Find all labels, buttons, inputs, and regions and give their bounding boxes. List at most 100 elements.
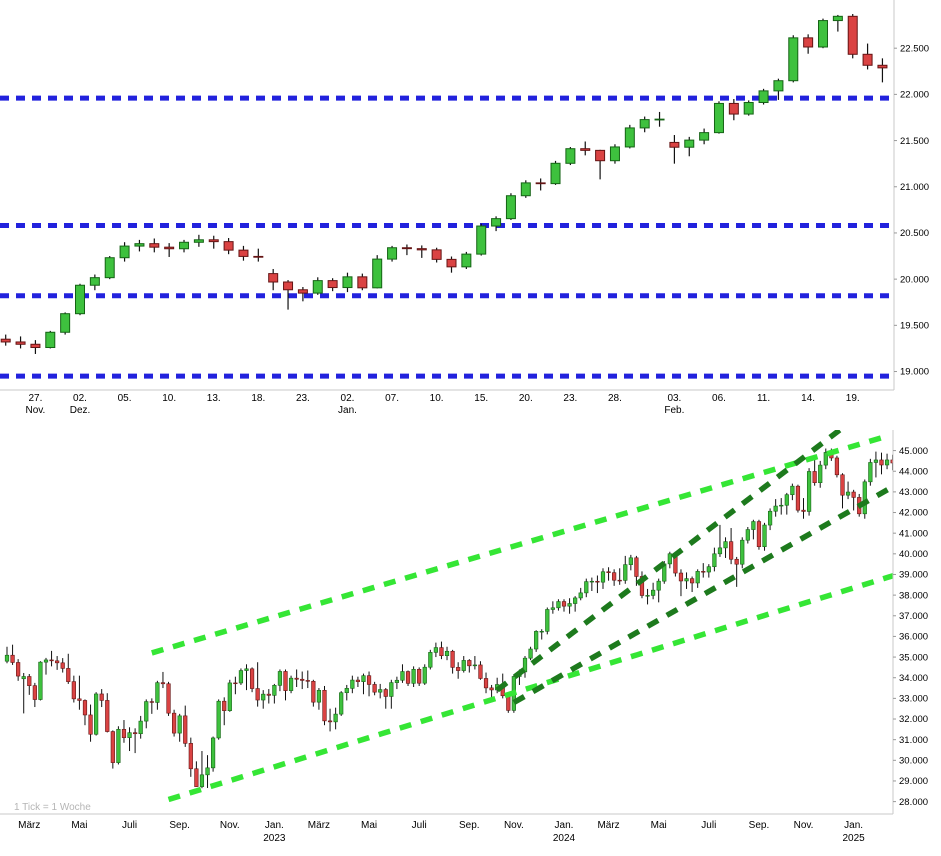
y-axis-label: 44.000 bbox=[899, 466, 928, 477]
candle bbox=[584, 578, 589, 598]
candle bbox=[879, 452, 884, 475]
candle bbox=[104, 256, 115, 280]
candle bbox=[656, 578, 661, 603]
candle bbox=[238, 245, 249, 261]
candle bbox=[372, 255, 383, 289]
candle bbox=[394, 676, 400, 690]
candle bbox=[723, 537, 728, 558]
x-axis-label: 10. bbox=[162, 393, 176, 404]
candle bbox=[199, 751, 205, 789]
candle bbox=[383, 688, 388, 709]
candle bbox=[431, 247, 442, 263]
candle bbox=[461, 251, 472, 269]
candle bbox=[823, 448, 828, 470]
x-axis-label: Jan. bbox=[265, 820, 284, 831]
candle bbox=[612, 569, 617, 586]
candle bbox=[166, 681, 171, 716]
candle bbox=[628, 554, 633, 571]
candle bbox=[773, 499, 778, 517]
candle bbox=[216, 699, 221, 740]
x-axis-label: 27. bbox=[28, 393, 42, 404]
candle bbox=[119, 242, 130, 262]
candle bbox=[155, 680, 160, 710]
y-axis-label: 29.000 bbox=[899, 776, 928, 787]
candle bbox=[478, 661, 483, 680]
x-axis-period-label: 2024 bbox=[553, 833, 576, 844]
candle bbox=[366, 671, 372, 697]
candle bbox=[297, 286, 308, 302]
candle bbox=[94, 692, 99, 736]
candle bbox=[561, 599, 567, 612]
candle bbox=[684, 572, 689, 589]
candle bbox=[699, 128, 710, 145]
candle bbox=[784, 492, 789, 515]
candle bbox=[194, 761, 199, 787]
candle bbox=[400, 664, 405, 683]
x-axis-label: 10. bbox=[430, 393, 444, 404]
x-axis-label: Jan. bbox=[555, 820, 574, 831]
candle bbox=[238, 668, 244, 685]
x-axis-label: 02. bbox=[341, 393, 355, 404]
x-axis-period-label: Nov. bbox=[26, 405, 46, 416]
weekly-candlestick-chart: 45.000 44.000 43.000 42.000 41.000 40.000 39.0… bbox=[0, 430, 941, 856]
weekly-candles bbox=[4, 448, 893, 789]
dark-green-trend-line bbox=[495, 430, 845, 693]
candle bbox=[144, 699, 149, 729]
candle bbox=[433, 642, 438, 658]
candle bbox=[38, 661, 43, 701]
y-axis-label: 30.000 bbox=[899, 756, 928, 767]
candle bbox=[847, 14, 858, 59]
x-axis-label: Juli bbox=[122, 820, 137, 831]
x-axis-label: 13. bbox=[207, 393, 221, 404]
candle bbox=[545, 607, 550, 635]
candle bbox=[567, 598, 572, 614]
weekly-plot-area bbox=[4, 430, 893, 803]
x-axis-label: 20. bbox=[519, 393, 533, 404]
candle bbox=[651, 582, 656, 600]
y-axis-label: 41.000 bbox=[899, 528, 928, 539]
y-axis-label: 20.500 bbox=[900, 228, 929, 239]
candle bbox=[21, 672, 26, 714]
x-axis-label: Sep. bbox=[169, 820, 190, 831]
candle bbox=[15, 336, 26, 349]
candle bbox=[255, 662, 260, 707]
daily-candlestick-chart: 22.500 22.000 21.500 21.000 20.500 20.000 19.5… bbox=[0, 0, 941, 420]
x-axis-label: März bbox=[18, 820, 40, 831]
candle bbox=[277, 669, 283, 692]
candle bbox=[4, 646, 10, 664]
y-axis-label: 42.000 bbox=[899, 508, 928, 519]
candle bbox=[528, 646, 533, 661]
candle bbox=[149, 698, 154, 714]
candle bbox=[89, 274, 100, 291]
x-axis-label: Mai bbox=[361, 820, 377, 831]
candle bbox=[832, 14, 843, 32]
candle bbox=[401, 244, 412, 256]
x-axis-label: 03. bbox=[667, 393, 681, 404]
candle bbox=[350, 675, 355, 694]
candle bbox=[355, 676, 361, 688]
candle bbox=[862, 479, 867, 519]
x-axis-label: 06. bbox=[712, 393, 726, 404]
candle bbox=[43, 657, 49, 675]
candle bbox=[77, 675, 82, 710]
y-axis-label: 40.000 bbox=[899, 549, 928, 560]
candle bbox=[565, 147, 576, 166]
candle bbox=[669, 135, 680, 164]
candle bbox=[609, 144, 620, 164]
candle bbox=[550, 160, 561, 185]
candle bbox=[283, 280, 294, 310]
candle bbox=[845, 481, 851, 500]
candle bbox=[10, 644, 15, 665]
candle bbox=[32, 682, 37, 708]
candle bbox=[606, 567, 611, 581]
y-axis-label: 34.000 bbox=[899, 673, 928, 684]
candle bbox=[249, 667, 255, 693]
candle bbox=[712, 547, 717, 572]
x-axis-period-label: 2023 bbox=[263, 833, 286, 844]
candle bbox=[573, 596, 578, 612]
candle bbox=[16, 659, 21, 681]
candle bbox=[416, 245, 427, 258]
x-axis-label: Mai bbox=[651, 820, 667, 831]
candle bbox=[701, 563, 706, 578]
